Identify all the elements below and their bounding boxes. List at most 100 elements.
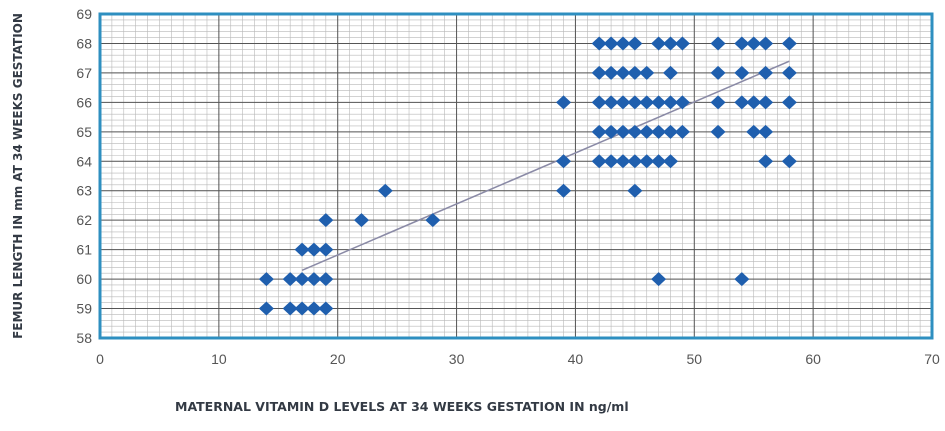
data-point — [603, 95, 619, 110]
data-point — [318, 272, 334, 287]
data-point — [306, 242, 322, 257]
data-point — [710, 65, 726, 80]
data-point — [425, 213, 441, 228]
data-point — [746, 124, 762, 139]
data-point — [651, 154, 667, 169]
data-point — [758, 65, 774, 80]
data-point — [674, 124, 690, 139]
data-point — [591, 36, 607, 51]
trend-line — [301, 60, 790, 271]
data-point — [710, 95, 726, 110]
data-point — [746, 95, 762, 110]
data-point — [674, 95, 690, 110]
data-point — [639, 154, 655, 169]
data-point — [318, 242, 334, 257]
x-tick-label: 30 — [449, 351, 465, 367]
plot-border — [98, 12, 934, 340]
data-point — [734, 272, 750, 287]
data-point — [591, 65, 607, 80]
data-point — [758, 36, 774, 51]
axis-ticks: 0 10 20 30 40 50 60 70 58 59 60 61 62 63 64 65 66 67 68 69 — [76, 6, 940, 367]
data-points — [258, 36, 797, 316]
data-point — [603, 36, 619, 51]
data-point — [651, 272, 667, 287]
data-point — [353, 213, 369, 228]
x-tick-label: 60 — [805, 351, 821, 367]
data-point — [663, 36, 679, 51]
data-point — [627, 65, 643, 80]
data-point — [318, 213, 334, 228]
x-axis-label: MATERNAL VITAMIN D LEVELS AT 34 WEEKS GE… — [175, 399, 629, 414]
data-point — [615, 154, 631, 169]
data-point — [627, 124, 643, 139]
data-point — [603, 65, 619, 80]
data-point — [294, 272, 310, 287]
data-point — [758, 124, 774, 139]
y-tick-label: 62 — [76, 212, 92, 228]
data-point — [556, 183, 572, 198]
y-tick-label: 68 — [76, 35, 92, 51]
x-tick-label: 40 — [568, 351, 584, 367]
y-tick-label: 69 — [76, 6, 92, 22]
x-tick-label: 50 — [686, 351, 702, 367]
data-point — [651, 95, 667, 110]
y-tick-label: 65 — [76, 124, 92, 140]
data-point — [591, 95, 607, 110]
data-point — [734, 65, 750, 80]
data-point — [294, 301, 310, 316]
y-tick-label: 58 — [76, 330, 92, 346]
data-point — [258, 272, 274, 287]
data-point — [603, 124, 619, 139]
data-point — [318, 301, 334, 316]
data-point — [639, 95, 655, 110]
y-tick-label: 64 — [76, 153, 92, 169]
data-point — [627, 36, 643, 51]
y-axis-label: FEMUR LENGTH IN mm AT 34 WEEKS GESTATION — [11, 13, 25, 339]
data-point — [639, 65, 655, 80]
data-point — [710, 36, 726, 51]
data-point — [294, 242, 310, 257]
x-tick-label: 0 — [96, 351, 104, 367]
y-tick-label: 67 — [76, 65, 92, 81]
data-point — [306, 272, 322, 287]
y-tick-label: 66 — [76, 94, 92, 110]
data-point — [781, 154, 797, 169]
data-point — [306, 301, 322, 316]
data-point — [663, 154, 679, 169]
data-point — [758, 95, 774, 110]
y-tick-label: 59 — [76, 301, 92, 317]
data-point — [781, 36, 797, 51]
data-point — [663, 124, 679, 139]
y-tick-label: 63 — [76, 183, 92, 199]
data-point — [663, 95, 679, 110]
data-point — [734, 36, 750, 51]
data-point — [556, 154, 572, 169]
y-tick-label: 61 — [76, 242, 92, 258]
data-point — [781, 95, 797, 110]
data-point — [746, 36, 762, 51]
data-point — [639, 124, 655, 139]
data-point — [615, 124, 631, 139]
data-point — [674, 36, 690, 51]
y-tick-label: 60 — [76, 271, 92, 287]
data-point — [258, 301, 274, 316]
data-point — [627, 95, 643, 110]
data-point — [651, 124, 667, 139]
data-point — [627, 183, 643, 198]
data-point — [282, 272, 298, 287]
x-tick-label: 70 — [924, 351, 940, 367]
data-point — [591, 154, 607, 169]
data-point — [591, 124, 607, 139]
data-point — [615, 65, 631, 80]
x-tick-label: 10 — [211, 351, 227, 367]
data-point — [615, 95, 631, 110]
x-tick-label: 20 — [330, 351, 346, 367]
data-point — [734, 95, 750, 110]
data-point — [781, 65, 797, 80]
data-point — [377, 183, 393, 198]
data-point — [663, 65, 679, 80]
data-point — [710, 124, 726, 139]
data-point — [615, 36, 631, 51]
data-point — [758, 154, 774, 169]
